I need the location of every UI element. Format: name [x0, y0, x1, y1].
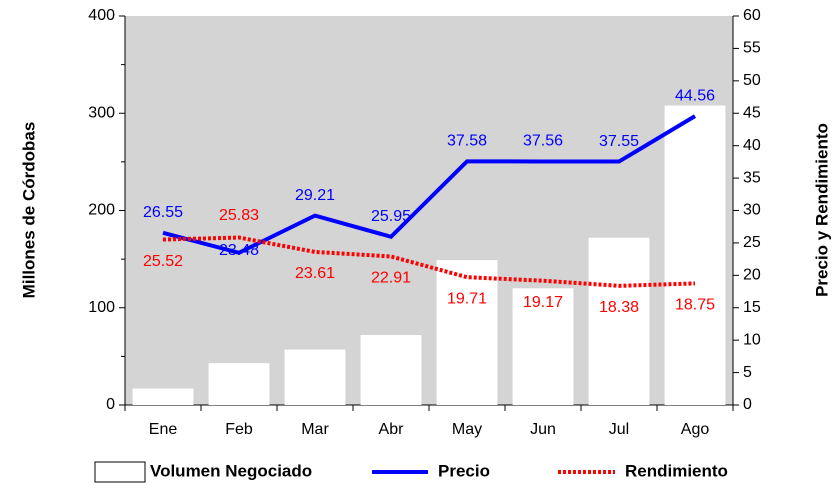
y2-tick-label: 10 [743, 331, 761, 348]
legend-swatch [94, 461, 146, 483]
y2-tick-label: 15 [743, 299, 761, 316]
data-label: 18.38 [599, 299, 639, 316]
data-label: 22.91 [371, 270, 411, 287]
bar [132, 388, 194, 405]
data-label: 19.71 [447, 290, 487, 307]
legend-label: Volumen Negociado [150, 461, 312, 480]
x-tick-label: Jul [609, 421, 629, 438]
y2-tick-label: 40 [743, 137, 761, 154]
y2-tick-label: 25 [743, 234, 761, 251]
data-label: 23.61 [295, 265, 335, 282]
line-line [162, 114, 697, 255]
data-label: 26.55 [143, 204, 183, 221]
data-label: 37.55 [599, 133, 639, 150]
y-tick-label: 100 [88, 299, 115, 316]
y2-tick-label: 5 [743, 364, 752, 381]
x-tick-label: Ene [149, 421, 178, 438]
y2-tick-label: 45 [743, 104, 761, 121]
y2-tick-label: 35 [743, 169, 761, 186]
line-dotted [162, 235, 696, 288]
x-tick-label: Mar [301, 421, 329, 438]
bar [588, 237, 650, 405]
data-label: 44.56 [675, 87, 715, 104]
bar [512, 288, 574, 405]
x-tick-label: Feb [225, 421, 253, 438]
x-tick-label: Ago [681, 421, 710, 438]
bar [664, 105, 726, 405]
legend-label: Rendimiento [625, 461, 728, 480]
bar [284, 349, 346, 405]
y-tick-label: 0 [106, 396, 115, 413]
data-label: 25.83 [219, 207, 259, 224]
data-label: 18.75 [675, 297, 715, 314]
y2-tick-label: 60 [743, 7, 761, 24]
legend-label: Precio [438, 461, 490, 480]
data-label: 29.21 [295, 187, 335, 204]
y2-tick-label: 30 [743, 202, 761, 219]
y2-tick-label: 0 [743, 396, 752, 413]
y-axis-label: Millones de Córdobas [19, 122, 38, 299]
bar [436, 260, 498, 405]
x-tick-label: Jun [530, 421, 556, 438]
bar [208, 363, 270, 405]
x-tick-label: May [452, 421, 482, 438]
data-label: 37.56 [523, 133, 563, 150]
y-tick-label: 200 [88, 202, 115, 219]
data-label: 25.52 [143, 253, 183, 270]
y-tick-label: 400 [88, 7, 115, 24]
data-label: 25.95 [371, 208, 411, 225]
y2-axis-label: Precio y Rendimiento [812, 123, 831, 297]
y2-tick-label: 50 [743, 72, 761, 89]
bar [360, 334, 422, 405]
x-tick-label: Abr [379, 421, 405, 438]
y2-tick-label: 20 [743, 267, 761, 284]
data-label: 37.58 [447, 133, 487, 150]
data-label: 19.17 [523, 294, 563, 311]
data-label: 23.48 [219, 242, 259, 259]
y-tick-label: 300 [88, 104, 115, 121]
y2-tick-label: 55 [743, 40, 761, 57]
